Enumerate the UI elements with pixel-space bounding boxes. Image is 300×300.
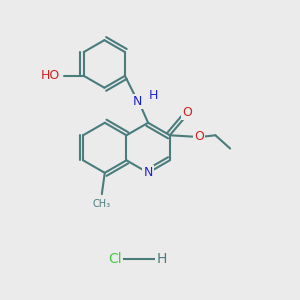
Text: CH₃: CH₃ (93, 199, 111, 208)
Text: N: N (143, 166, 153, 179)
Text: H: H (157, 252, 167, 266)
Text: O: O (182, 106, 192, 119)
Text: O: O (194, 130, 204, 143)
Text: H: H (149, 88, 158, 101)
Text: Cl: Cl (108, 252, 122, 266)
Text: HO: HO (40, 69, 60, 82)
Text: N: N (133, 95, 142, 108)
